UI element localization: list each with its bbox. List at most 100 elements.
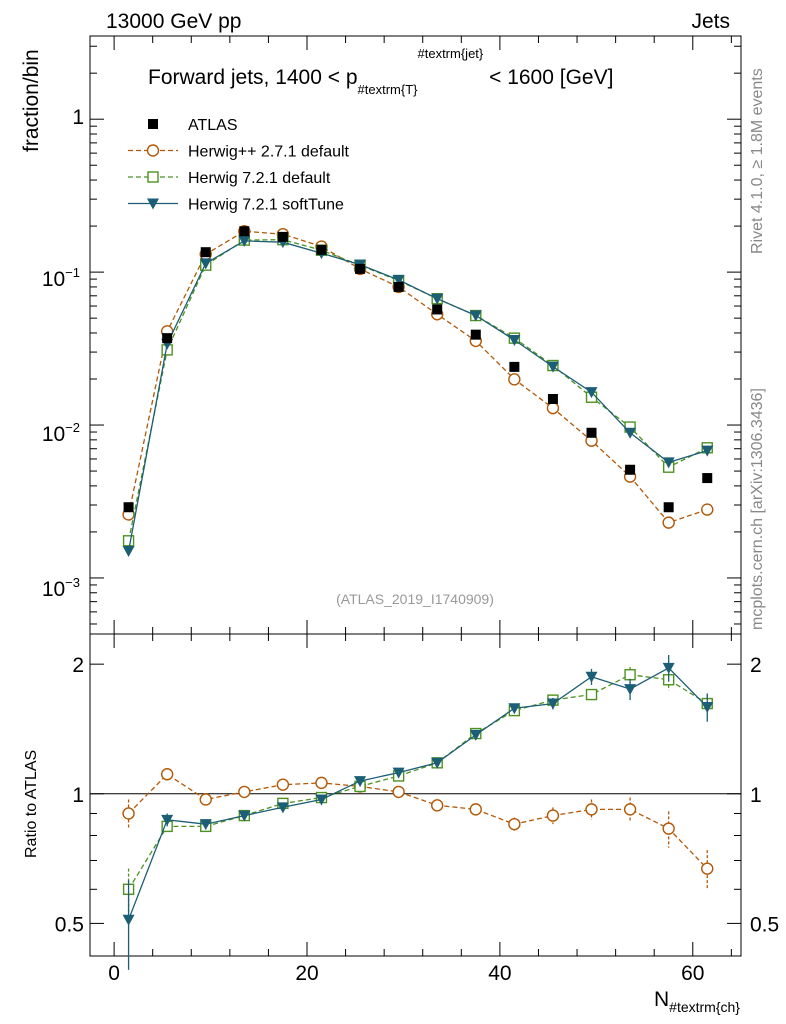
herwig-7-2-1-softtune-point xyxy=(315,794,328,806)
atlas-point xyxy=(625,464,636,475)
atlas-point xyxy=(547,393,558,404)
herwig-7-2-1-softtune-point xyxy=(276,802,289,814)
y-tick-0.01-exp: −2 xyxy=(65,420,80,435)
analysis-id-label: (ATLAS_2019_I1740909) xyxy=(336,591,494,607)
herwig-7-2-1-softtune-point xyxy=(585,387,598,399)
herwig-7-2-1-softtune-point xyxy=(392,767,405,779)
herwig-7-2-1-softtune-point xyxy=(238,810,251,822)
herwig-7-2-1-softtune-point xyxy=(431,757,444,769)
atlas-point xyxy=(316,244,327,255)
rivet-version-label: Rivet 4.1.0, ≥ 1.8M events xyxy=(749,68,766,254)
atlas-point xyxy=(586,427,597,438)
herwig-2-7-1-default-point xyxy=(122,807,135,820)
herwig-2-7-1-default-point xyxy=(199,793,212,806)
herwig-7-2-1-softtune-point xyxy=(662,662,675,674)
herwig-2-7-1-default-point xyxy=(431,799,444,812)
atlas-point xyxy=(239,226,250,237)
y-tick-label-0.1: 10−1 xyxy=(42,265,80,291)
herwig-7-2-1-softtune-point xyxy=(701,445,714,457)
herwig-2-7-1-default-point xyxy=(701,862,714,875)
herwig-7-2-1-softtune-point xyxy=(546,698,559,710)
herwig-7-2-1-softtune-point xyxy=(624,427,637,439)
herwig-2-7-1-default-point xyxy=(623,803,637,816)
legend-label-herwig-7-2-1-default: Herwig 7.2.1 default xyxy=(188,170,331,187)
herwig-7-2-1-softtune-point xyxy=(161,814,174,826)
herwig-2-7-1-default-point xyxy=(662,516,675,529)
ratio-y-tick-label-right: 2 xyxy=(750,654,762,677)
atlas-point xyxy=(509,361,520,372)
x-axis-label: N#textrm{ch} xyxy=(654,988,740,1015)
atlas-point xyxy=(393,281,404,292)
herwig-2-7-1-default-point xyxy=(392,785,405,799)
herwig-7-2-1-softtune-point xyxy=(546,361,559,373)
x-axis-label-subscript: #textrm{ch} xyxy=(669,999,740,1015)
y-tick-label-0.001: 10−3 xyxy=(42,575,80,601)
ratio-axis-ticks: 0 20 40 60 0.5 0.5 1 1 2 2 xyxy=(55,634,779,985)
legend-marker-herwig-7-2-1-default xyxy=(147,171,159,183)
y-tick-0.1-exp: −1 xyxy=(65,265,80,280)
legend-label-herwig-2-7-1-default: Herwig++ 2.7.1 default xyxy=(188,144,350,161)
herwig-2-7-1-default-line-main xyxy=(127,230,708,524)
main-axis-ticks xyxy=(90,36,741,634)
atlas-point xyxy=(123,502,134,513)
herwig-2-7-1-default-point xyxy=(315,776,328,790)
herwig-7-2-1-softtune-point xyxy=(199,819,212,831)
ratio-series-group xyxy=(122,655,714,970)
y-tick-0.001-base: 10 xyxy=(42,578,65,601)
chart-title-lead: Forward jets, 1400 < p xyxy=(148,66,358,89)
herwig-2-7-1-default-point xyxy=(662,822,675,835)
y-tick-label-0.01: 10−2 xyxy=(42,420,80,446)
ratio-plot-frame xyxy=(89,633,742,957)
herwig-7-2-1-softtune-point xyxy=(701,702,714,714)
chart-title-subscript: #textrm{T} xyxy=(358,82,419,97)
atlas-point xyxy=(663,502,674,513)
ratio-y-tick-label: 0.5 xyxy=(55,913,84,936)
x-tick-label: 60 xyxy=(681,962,704,985)
atlas-point xyxy=(200,247,211,258)
herwig-7-2-1-default-line-main xyxy=(127,239,708,541)
herwig-7-2-1-softtune-line-ratio xyxy=(127,667,708,920)
herwig-2-7-1-default-point xyxy=(276,778,290,791)
herwig-2-7-1-default-point xyxy=(469,803,482,816)
x-tick-label: 40 xyxy=(488,962,511,985)
herwig-2-7-1-default-point xyxy=(238,785,251,799)
main-series-group xyxy=(122,225,714,558)
legend-marker-herwig-2-7-1-default xyxy=(146,144,160,157)
herwig-7-2-1-softtune-point xyxy=(469,729,482,741)
herwig-7-2-1-softtune-point xyxy=(238,235,251,247)
ratio-y-tick-label-right: 1 xyxy=(750,784,762,807)
herwig-2-7-1-default-point xyxy=(546,809,560,822)
herwig-7-2-1-softtune-point xyxy=(508,703,521,715)
y-tick-0.1-base: 10 xyxy=(42,268,65,291)
herwig-7-2-1-softtune-point xyxy=(624,684,637,696)
herwig-7-2-1-softtune-point xyxy=(585,671,598,683)
herwig-7-2-1-softtune-point xyxy=(662,457,675,469)
chart-title-superscript: #textrm{jet} xyxy=(418,46,484,61)
y-tick-label-1: 1 xyxy=(72,106,84,129)
legend-marker-atlas xyxy=(148,119,158,129)
herwig-2-7-1-default-point xyxy=(160,768,174,781)
herwig-7-2-1-softtune-line-main xyxy=(127,240,708,552)
mcplots-label: mcplots.cern.ch [arXiv:1306.3436] xyxy=(749,388,766,630)
legend: ATLAS Herwig++ 2.7.1 default Herwig 7.2.1 … xyxy=(128,117,350,214)
herwig-2-7-1-default-point xyxy=(701,503,714,516)
ratio-y-axis-label: Ratio to ATLAS xyxy=(23,750,40,858)
y-tick-0.001-exp: −3 xyxy=(65,575,80,590)
herwig-7-2-1-default-line-ratio xyxy=(128,674,708,890)
herwig-2-7-1-default-point xyxy=(546,401,560,415)
y-axis-label: fraction/bin xyxy=(20,49,43,152)
atlas-point xyxy=(355,263,366,274)
herwig-2-7-1-default-point xyxy=(508,817,521,831)
ratio-y-tick-label: 2 xyxy=(72,654,84,677)
herwig-2-7-1-default-point xyxy=(508,373,521,386)
legend-label-atlas: ATLAS xyxy=(188,117,238,134)
herwig-7-2-1-softtune-point xyxy=(469,310,482,322)
atlas-point xyxy=(162,333,173,344)
legend-marker-herwig-7-2-1-softtune xyxy=(147,198,159,210)
chart-title-tail: < 1600 [GeV] xyxy=(483,66,613,89)
herwig-2-7-1-default-line-ratio xyxy=(128,773,708,870)
herwig-7-2-1-softtune-point xyxy=(392,274,405,286)
herwig-7-2-1-softtune-point xyxy=(199,258,212,270)
energy-label: 13000 GeV pp xyxy=(106,10,241,33)
